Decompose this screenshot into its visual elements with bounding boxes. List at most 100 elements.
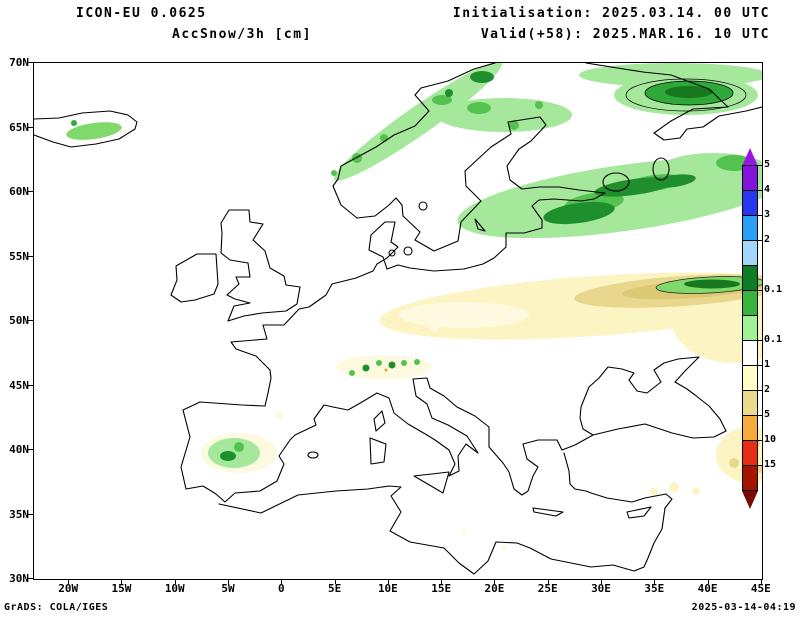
map-canvas	[34, 63, 762, 575]
colorbar-segment: 10	[742, 434, 776, 466]
colorbar-segments: 5 4 3 2 0.1 0.1 1 2 5 10 15	[742, 159, 782, 491]
lake-onega	[652, 157, 670, 181]
lon-tick	[441, 579, 443, 584]
lat-label: 65N	[9, 120, 29, 134]
lon-tick	[654, 579, 656, 584]
colorbar-segment: 5	[742, 159, 770, 191]
lat-tick	[27, 513, 33, 515]
lon-label: 20E	[484, 582, 505, 595]
coastline-crete	[532, 507, 564, 517]
lon-label: 30E	[591, 582, 611, 595]
colorbar-label: 3	[764, 209, 771, 220]
lon-label: 45E	[750, 582, 771, 595]
lat-label: 50N	[9, 314, 29, 327]
colorbar-segment: 0.1	[742, 334, 782, 366]
lat-tick	[27, 191, 33, 192]
lake-vanern	[418, 201, 428, 211]
coastline-ireland	[170, 253, 219, 303]
colorbar-tick	[758, 465, 762, 466]
colorbar-label: 2	[764, 384, 771, 395]
lon-tick	[281, 579, 283, 584]
lat-tick	[27, 62, 33, 63]
colorbar-tick	[758, 440, 762, 441]
coastline-anatolia-africa	[218, 452, 673, 575]
lon-label: 35E	[644, 582, 665, 595]
colorbar-tick	[758, 215, 762, 216]
colorbar-label: 1	[764, 359, 771, 370]
lat-tick	[27, 578, 33, 579]
colorbar-tick	[758, 390, 762, 391]
lat-label: 70N	[9, 56, 29, 69]
colorbar-tick	[758, 190, 762, 191]
island-zealand	[403, 246, 413, 256]
lon-label: 0	[278, 582, 285, 595]
lon-tick	[760, 579, 762, 584]
colorbar-tick	[758, 340, 762, 341]
initialisation-time: Initialisation: 2025.03.14. 00 UTC	[452, 6, 770, 21]
lat-tick	[27, 449, 33, 450]
island-funen	[388, 249, 396, 257]
coastline-gotland	[474, 218, 486, 232]
lon-tick	[334, 579, 336, 584]
coastline-mainland	[180, 63, 606, 503]
colorbar-segment: 0.1	[742, 284, 782, 316]
colorbar-label: 0.1	[764, 334, 783, 345]
colorbar-tick	[758, 290, 762, 291]
lon-label: 25E	[537, 582, 558, 595]
colorbar-tick	[758, 415, 762, 416]
coastline-cyprus	[626, 506, 652, 519]
lat-label: 30N	[9, 572, 29, 585]
coastline-sicily	[413, 471, 450, 494]
coastline-kola-whitesea	[585, 63, 762, 141]
lon-label: 10E	[377, 582, 398, 595]
variable-title: AccSnow/3h [cm]	[172, 27, 312, 42]
warm-shading	[201, 272, 762, 551]
lon-label: 15W	[111, 582, 132, 595]
lon-label: 40E	[697, 582, 718, 595]
coastline-sardinia	[369, 437, 387, 465]
colorbar-segment: 3	[742, 209, 770, 241]
model-title: ICON-EU 0.0625	[76, 6, 207, 21]
lat-label: 55N	[9, 249, 29, 263]
map-frame	[33, 62, 763, 580]
lat-tick	[27, 255, 33, 257]
colorbar-tick	[758, 365, 762, 366]
colorbar-segment: 2	[742, 384, 770, 416]
snow-shading	[66, 63, 762, 468]
lat-tick	[27, 384, 33, 386]
colorbar-tick	[758, 165, 762, 166]
lat-label: 60N	[9, 185, 29, 198]
coastline-iceland	[34, 110, 138, 148]
lat-label: 40N	[9, 443, 29, 456]
lon-tick	[494, 579, 496, 584]
coastline-corsica	[373, 410, 386, 432]
lat-label: 35N	[9, 507, 29, 521]
lon-tick	[121, 579, 123, 584]
colorbar-segment	[742, 265, 758, 291]
colorbar-segment: 2	[742, 234, 770, 266]
colorbar-segment	[742, 315, 758, 341]
colorbar-label: 10	[764, 434, 777, 445]
lake-ladoga	[602, 172, 630, 192]
lon-label: 10W	[164, 582, 185, 595]
lon-tick	[707, 579, 709, 584]
lon-label: 5E	[327, 582, 342, 595]
colorbar-label: 15	[764, 459, 777, 470]
lon-tick	[174, 579, 176, 584]
lat-label: 45N	[9, 378, 29, 392]
coastline-great-britain	[220, 209, 301, 322]
colorbar-arrow-up-icon	[742, 148, 758, 166]
colorbar-segment: 1	[742, 359, 770, 391]
colorbar-segment: 15	[742, 459, 776, 491]
lat-tick	[27, 126, 33, 128]
island-mallorca	[307, 451, 319, 459]
lon-tick	[68, 579, 70, 584]
colorbar-arrow-down-icon	[742, 491, 758, 509]
colorbar-label: 5	[764, 409, 771, 420]
lon-label: 5W	[221, 582, 235, 595]
colorbar-segment: 4	[742, 184, 770, 216]
colorbar-tick	[758, 240, 762, 241]
colorbar-label: 5	[764, 159, 771, 170]
valid-time: Valid(+58): 2025.MAR.16. 10 UTC	[480, 27, 770, 42]
grads-credit: GrADS: COLA/IGES	[4, 602, 109, 613]
